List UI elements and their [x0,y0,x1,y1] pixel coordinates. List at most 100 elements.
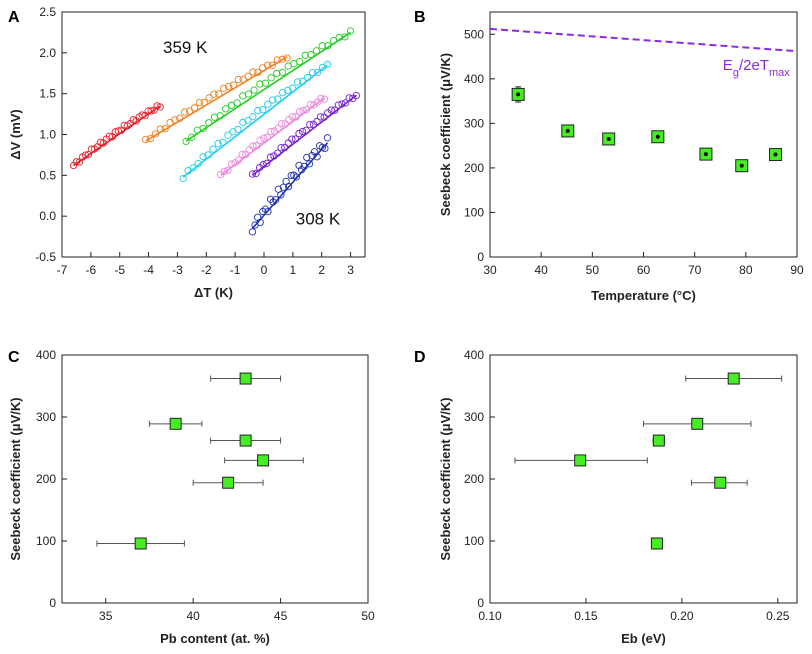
data-point [249,68,257,76]
data-point-marker [650,537,663,550]
y-tick-label: 300 [464,410,484,424]
data-point-center [703,152,708,157]
data-point [295,129,303,138]
data-point-center [516,92,521,97]
data-point [224,82,233,91]
data-point [229,128,237,136]
data-point [220,84,228,92]
y-tick-label: 0 [477,596,484,610]
data-point [305,160,314,168]
data-point [318,42,326,50]
data-point [252,169,260,178]
data-point-center [739,163,744,168]
panel-label-c: C [8,349,20,366]
data-point [316,113,325,121]
data-point [249,112,257,121]
data-point [268,61,277,69]
data-point-marker [574,454,587,467]
data-point [263,159,271,168]
data-point [264,100,272,108]
data-point [293,78,302,86]
data-point-marker [134,537,147,550]
y-tick-label: 400 [36,348,56,362]
data-point [284,86,292,94]
data-point [220,167,228,176]
data-point [189,164,197,172]
x-tick-label: 0.15 [574,609,598,623]
y-tick-label: 200 [464,472,484,486]
data-point [274,95,282,103]
data-point [285,182,293,191]
data-point [250,86,258,94]
y-tick-label: 0.0 [39,209,56,223]
x-tick-label: -2 [201,263,212,277]
data-point-marker [239,372,252,385]
data-point [292,173,301,181]
data-point [244,90,253,98]
y-tick-label: 100 [464,534,484,548]
x-tick-label: 80 [739,263,753,277]
data-point [323,134,332,142]
data-point [161,124,169,133]
data-point [295,161,303,170]
data-point [327,106,335,114]
label-subscript: g [733,67,739,79]
plot-frame [489,354,798,604]
data-point-center [606,136,611,141]
data-point [256,80,264,88]
fit-line [182,64,328,178]
data-point [239,118,247,126]
y-tick-label: 500 [464,27,484,41]
x-tick-label: 70 [688,263,702,277]
y-axis-label: Seebeck coefficient (μV/K) [438,53,453,216]
panel-a-chart: -7 -6 -5 -4 -3 -2 -1 0 1 2 3 -0.5 0.0 0.5 1.0 1.5 2.0 2.5… [8,5,366,300]
x-tick-label: -1 [230,263,241,277]
y-tick-label: 0.5 [39,168,56,182]
data-point [288,113,297,121]
data-point [259,106,267,114]
data-point [244,116,252,125]
data-point-marker [257,454,270,467]
temperature-annotation: 359 K [163,38,208,57]
data-point [298,127,307,136]
y-tick-label: 200 [36,472,56,486]
fit-line [251,94,357,176]
data-point-marker [691,417,704,430]
label-text: /2eT [739,57,769,74]
data-point [277,144,285,152]
panel-d-chart: 0.10 0.15 0.20 0.25 0 100 200 300 400 Eb (eV) Seeb… [438,348,798,646]
x-tick-label: 0.25 [766,609,790,623]
fit-line [185,31,352,142]
x-tick-label: -6 [86,263,97,277]
data-point [209,145,217,153]
data-point [352,91,360,100]
x-tick-label: 90 [790,263,804,277]
data-point [264,207,272,216]
data-point [249,142,257,150]
x-axis-label: Eb (eV) [621,631,666,646]
fit-line [220,97,326,176]
data-point [182,137,190,146]
data-point [279,183,288,191]
data-point-marker [714,476,727,489]
data-point-marker [652,434,665,447]
fit-line [145,56,288,142]
x-tick-label: -4 [143,263,154,277]
x-tick-label: 40 [534,263,548,277]
y-tick-label: -0.5 [35,250,56,264]
data-point [84,150,93,159]
panel-b-chart: 30 40 50 60 70 80 90 0 100 200 300 400 500 Temperatur… [438,11,804,303]
data-point-marker [222,476,235,489]
data-point [260,134,268,142]
data-point-center [773,152,778,157]
data-point [261,79,270,87]
panel-label-b: B [414,9,426,26]
x-tick-label: 1 [290,263,297,277]
data-point [267,74,275,82]
data-point [346,27,355,35]
data-point [234,125,242,133]
data-point [214,140,222,148]
y-tick-label: 400 [464,348,484,362]
data-point [195,98,203,107]
